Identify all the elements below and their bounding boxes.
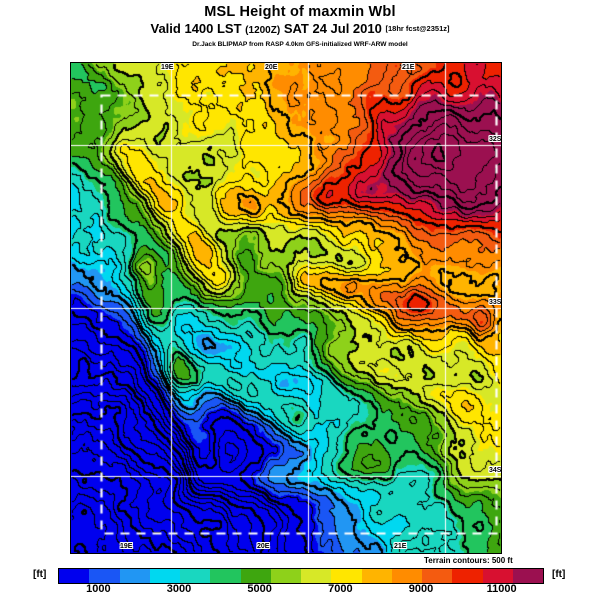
colorbar-unit-left: [ft] xyxy=(33,569,47,580)
colorbar-band-0 xyxy=(59,569,90,583)
colorbar-band-4 xyxy=(180,569,211,583)
valid-time-utc: (1200Z) xyxy=(245,25,281,36)
colorbar[interactable] xyxy=(58,568,544,584)
lon-label-bottom-20e: 20E xyxy=(257,543,270,550)
colorbar-band-5 xyxy=(210,569,241,583)
colorbar-band-10 xyxy=(361,569,392,583)
colorbar-band-12 xyxy=(422,569,453,583)
lat-label-right-33s: 33S xyxy=(489,299,502,306)
terrain-contour-note: Terrain contours: 500 ft xyxy=(424,556,513,565)
lat-label-right-34s: 34S xyxy=(489,467,502,474)
lon-label-bottom-19e: 19E xyxy=(120,543,133,550)
model-credit: Dr.Jack BLIPMAP from RASP 4.0km GFS-init… xyxy=(192,41,408,48)
map-field-canvas xyxy=(71,63,501,553)
colorbar-band-2 xyxy=(119,569,150,583)
colorbar-band-15 xyxy=(512,569,543,583)
colorbar-tick-9000: 9000 xyxy=(408,583,434,595)
colorbar-band-14 xyxy=(482,569,513,583)
colorbar-tick-7000: 7000 xyxy=(328,583,353,595)
lon-label-top-19e: 19E xyxy=(161,64,174,71)
forecast-age: [18hr fcst@2351z] xyxy=(385,24,450,33)
lat-label-right-32s: 32S xyxy=(489,136,502,143)
forecast-map[interactable]: 19E 20E 21E 19E 20E 21E 32S 33S 34S 32S … xyxy=(70,62,502,554)
page-title: MSL Height of maxmin Wbl xyxy=(204,4,396,20)
colorbar-band-3 xyxy=(149,569,180,583)
colorbar-band-6 xyxy=(240,569,271,583)
colorbar-tick-labels: 1000 3000 5000 7000 9000 11000 xyxy=(58,583,542,597)
valid-date: SAT 24 Jul 2010 xyxy=(283,21,382,36)
lon-label-top-21e: 21E xyxy=(402,64,415,71)
colorbar-band-7 xyxy=(270,569,301,583)
colorbar-band-9 xyxy=(331,569,362,583)
colorbar-band-11 xyxy=(391,569,422,583)
colorbar-tick-11000: 11000 xyxy=(486,583,517,595)
colorbar-unit-right: [ft] xyxy=(552,569,566,580)
subtitle: Valid 1400 LST (1200Z) SAT 24 Jul 2010 [… xyxy=(0,21,600,39)
colorbar-band-1 xyxy=(89,569,120,583)
colorbar-tick-3000: 3000 xyxy=(166,583,192,595)
colorbar-tick-1000: 1000 xyxy=(86,583,111,595)
colorbar-band-13 xyxy=(452,569,483,583)
colorbar-band-8 xyxy=(301,569,332,583)
colorbar-tick-5000: 5000 xyxy=(247,583,272,595)
lon-label-top-20e: 20E xyxy=(265,64,278,71)
valid-time: Valid 1400 LST xyxy=(150,21,242,36)
title-block: MSL Height of maxmin Wbl Valid 1400 LST … xyxy=(0,4,600,49)
lon-label-bottom-21e: 21E xyxy=(394,543,407,550)
